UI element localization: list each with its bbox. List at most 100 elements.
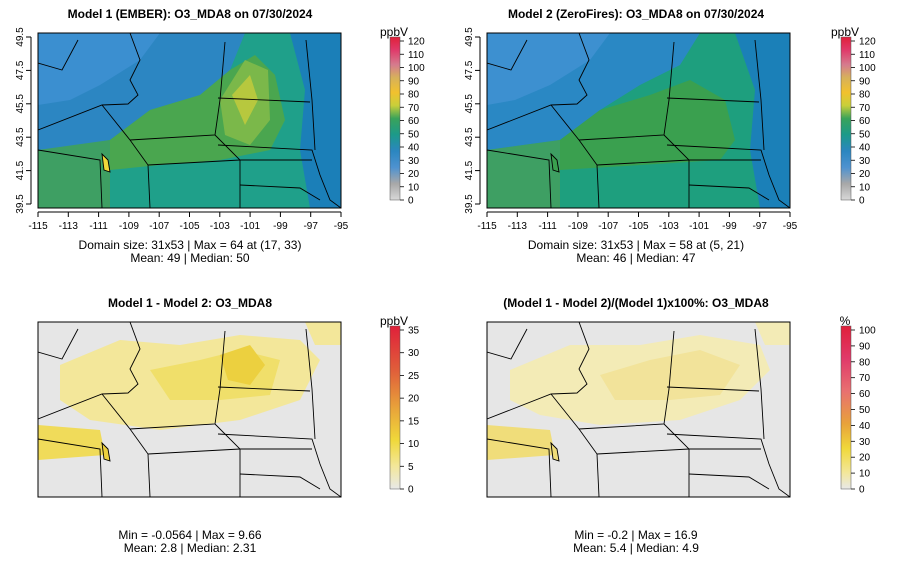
border-line bbox=[147, 159, 312, 166]
colorbar-tick-label: 120 bbox=[859, 37, 876, 48]
x-tick-label: -109 bbox=[119, 221, 139, 232]
border-line bbox=[487, 39, 528, 71]
panel-4-stats-line1: Min = -0.2 | Max = 16.9 bbox=[574, 528, 698, 542]
panel-4-colorbar bbox=[840, 325, 852, 490]
heat-region-blue-core bbox=[487, 33, 610, 105]
border-line bbox=[239, 473, 321, 490]
colorbar-tick-label: 20 bbox=[859, 169, 871, 180]
colorbar-tick-label: 25 bbox=[408, 371, 420, 382]
x-tick-label: -103 bbox=[210, 221, 230, 232]
x-tick-label: -107 bbox=[598, 221, 618, 232]
colorbar-tick-label: 90 bbox=[408, 76, 420, 87]
x-tick-label: -97 bbox=[303, 221, 318, 232]
panel-2-borders bbox=[487, 33, 790, 208]
heat-region-yellow-sw bbox=[487, 425, 555, 460]
panel-2-colorbar bbox=[840, 36, 852, 201]
colorbar-tick-label: 20 bbox=[408, 394, 420, 405]
panel-1-title: Model 1 (EMBER): O3_MDA8 on 07/30/2024 bbox=[68, 7, 313, 21]
x-tick-label: -105 bbox=[179, 221, 199, 232]
panel-1-y-axis: 49.5 47.5 45.5 43.5 41.5 39.5 bbox=[15, 27, 32, 214]
border-line bbox=[666, 144, 790, 208]
colorbar-tick-label: 10 bbox=[408, 439, 420, 450]
panel-1-frame bbox=[37, 32, 342, 209]
border-line bbox=[550, 104, 600, 208]
x-tick-label: -99 bbox=[722, 221, 737, 232]
heat-region-yellow-sw bbox=[38, 425, 105, 460]
panel-1-colorbar-unit: ppbV bbox=[380, 25, 408, 39]
x-tick-label: -111 bbox=[538, 221, 557, 232]
heat-region-blue-east bbox=[290, 33, 341, 208]
panel-3-stats-line2: Mean: 2.8 | Median: 2.31 bbox=[124, 541, 257, 555]
colorbar-tick-label: 80 bbox=[859, 357, 871, 368]
x-tick-label: -101 bbox=[689, 221, 709, 232]
border-line bbox=[129, 330, 226, 430]
panel-2-frame bbox=[486, 32, 791, 209]
colorbar-tick-label: 0 bbox=[859, 485, 865, 496]
border-line bbox=[666, 97, 760, 103]
panel-3: Model 1 - Model 2: O3_MDA8 Min = -0.0564… bbox=[37, 296, 420, 555]
panel-2-colorbar-unit: ppbV bbox=[831, 25, 859, 39]
x-tick-label: -115 bbox=[477, 221, 497, 232]
heat-region-green bbox=[560, 80, 735, 170]
colorbar-tick-label: 50 bbox=[859, 405, 871, 416]
colorbar-tick-label: 120 bbox=[408, 37, 425, 48]
y-tick-label: 39.5 bbox=[15, 194, 26, 214]
panel-4: (Model 1 - Model 2)/(Model 1)x100%: O3_M… bbox=[486, 296, 876, 555]
colorbar-tick-label: 40 bbox=[408, 143, 420, 154]
colorbar-tick-label: 90 bbox=[859, 76, 871, 87]
x-tick-label: -97 bbox=[752, 221, 767, 232]
panel-1-heatmap bbox=[38, 33, 341, 208]
panel-4-stats-line2: Mean: 5.4 | Median: 4.9 bbox=[573, 541, 699, 555]
heat-region-green-sw bbox=[487, 140, 560, 208]
colorbar-tick-label: 100 bbox=[408, 63, 425, 74]
y-tick-label: 47.5 bbox=[464, 60, 475, 80]
colorbar-tick-label: 100 bbox=[859, 63, 876, 74]
heat-region-yellow bbox=[232, 75, 258, 125]
colorbar-tick-label: 70 bbox=[859, 373, 871, 384]
y-tick-label: 49.5 bbox=[464, 27, 475, 47]
colorbar-tick-label: 110 bbox=[859, 50, 875, 61]
border-line bbox=[305, 39, 316, 151]
border-line bbox=[688, 184, 770, 201]
panel-2-y-axis: 49.5 47.5 45.5 43.5 41.5 39.5 bbox=[464, 27, 481, 214]
colorbar-tick-label: 20 bbox=[408, 169, 420, 180]
border-line bbox=[217, 97, 311, 103]
x-tick-label: -95 bbox=[783, 221, 798, 232]
panel-3-frame bbox=[37, 321, 342, 498]
heat-region-yellow-ne bbox=[755, 322, 790, 345]
y-tick-label: 47.5 bbox=[15, 60, 26, 80]
border-line bbox=[38, 438, 103, 497]
y-tick-label: 41.5 bbox=[464, 160, 475, 180]
border-line bbox=[217, 433, 341, 497]
lake-shape bbox=[101, 152, 111, 173]
panel-4-title: (Model 1 - Model 2)/(Model 1)x100%: O3_M… bbox=[503, 296, 769, 310]
panel-2-stats-line2: Mean: 46 | Median: 47 bbox=[576, 251, 696, 265]
panel-3-stats-line1: Min = -0.0564 | Max = 9.66 bbox=[118, 528, 262, 542]
heat-region-blue-core bbox=[38, 33, 160, 105]
x-tick-label: -109 bbox=[568, 221, 588, 232]
x-tick-label: -101 bbox=[240, 221, 260, 232]
colorbar-tick-label: 110 bbox=[408, 50, 424, 61]
heat-region-yellow-high bbox=[220, 345, 265, 385]
panel-4-heatmap bbox=[487, 322, 790, 497]
x-tick-label: -105 bbox=[628, 221, 648, 232]
colorbar-tick-label: 50 bbox=[859, 129, 871, 140]
panel-2-heatmap bbox=[487, 33, 790, 208]
border-line bbox=[38, 328, 79, 360]
colorbar-tick-label: 30 bbox=[859, 437, 871, 448]
x-tick-label: -113 bbox=[508, 221, 528, 232]
colorbar-tick-label: 90 bbox=[859, 341, 871, 352]
colorbar-tick-label: 10 bbox=[859, 469, 871, 480]
x-tick-label: -103 bbox=[659, 221, 679, 232]
colorbar-tick-label: 0 bbox=[859, 196, 865, 207]
lake-shape bbox=[101, 441, 111, 462]
panel-3-title: Model 1 - Model 2: O3_MDA8 bbox=[108, 296, 272, 310]
colorbar-tick-label: 60 bbox=[408, 116, 420, 127]
colorbar-tick-label: 50 bbox=[408, 129, 420, 140]
border-line bbox=[101, 393, 151, 497]
panel-4-colorbar-unit: % bbox=[840, 314, 851, 328]
colorbar-tick-label: 0 bbox=[408, 196, 414, 207]
